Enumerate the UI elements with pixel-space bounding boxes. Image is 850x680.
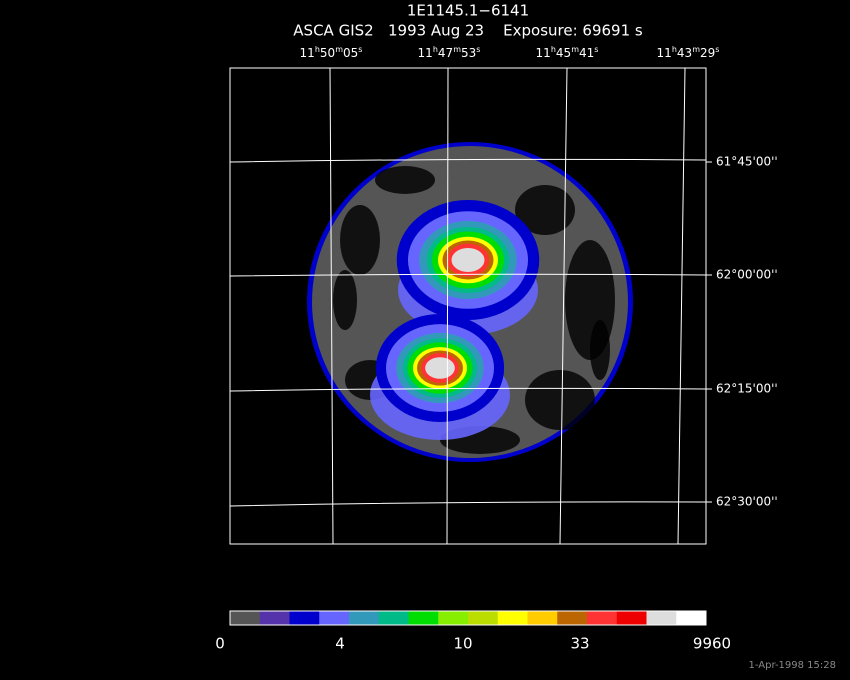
ra-part: h [315, 45, 320, 54]
dec-label: 61°45'00'' [716, 155, 778, 169]
colorbar-cell [527, 611, 558, 625]
colorbar-cell [319, 611, 350, 625]
footer: 1-Apr-1998 15:28 [749, 660, 836, 671]
ra-part: m [692, 45, 700, 54]
dec-label: 62°30'00'' [716, 495, 778, 509]
ra-part: 41 [579, 46, 594, 60]
colorbar-label: 9960 [693, 635, 731, 653]
colorbar-cell [289, 611, 320, 625]
ra-part: 47 [438, 46, 453, 60]
dark-patch [590, 320, 610, 380]
sky-image [307, 142, 633, 462]
colorbar-cell [557, 611, 588, 625]
ra-label: 11h45m41s [536, 45, 599, 60]
colorbar-cell [438, 611, 469, 625]
source-contour [425, 357, 455, 379]
colorbar-cell [497, 611, 528, 625]
colorbar-cell [378, 611, 409, 625]
ra-part: h [433, 45, 438, 54]
colorbar-cell [587, 611, 618, 625]
dark-patch [333, 270, 357, 330]
dark-patch [375, 166, 435, 194]
colorbar-frame [229, 610, 707, 626]
ra-part: s [594, 45, 598, 54]
colorbar-cell [408, 611, 439, 625]
ra-part: m [335, 45, 343, 54]
colorbar-label: 10 [453, 635, 472, 653]
colorbar-cell [616, 611, 647, 625]
title: 1E1145.1−6141 [407, 2, 529, 20]
ra-part: s [715, 45, 719, 54]
ra-part: 05 [343, 46, 358, 60]
colorbar-cell [259, 611, 290, 625]
colorbar-label: 4 [335, 635, 345, 653]
colorbar-label: 33 [570, 635, 589, 653]
ra-part: s [358, 45, 362, 54]
ra-part: 11 [536, 46, 551, 60]
ra-part: 50 [320, 46, 335, 60]
colorbar-cell [468, 611, 499, 625]
ra-part: s [476, 45, 480, 54]
source-contour [451, 248, 485, 272]
ra-label: 11h47m53s [418, 45, 481, 60]
ra-part: 53 [461, 46, 476, 60]
dec-label: 62°00'00'' [716, 268, 778, 282]
dark-patch [515, 185, 575, 235]
dark-patch [340, 205, 380, 275]
ra-label: 11h50m05s [300, 45, 363, 60]
colorbar-cell [349, 611, 380, 625]
colorbar-cell [676, 611, 707, 625]
colorbar-label: 0 [215, 635, 225, 653]
ra-part: 11 [418, 46, 433, 60]
ra-part: 11 [657, 46, 672, 60]
ra-part: 29 [700, 46, 715, 60]
ra-part: 45 [556, 46, 571, 60]
ra-part: 43 [677, 46, 692, 60]
ra-part: m [453, 45, 461, 54]
ra-part: h [672, 45, 677, 54]
dec-label: 62°15'00'' [716, 382, 778, 396]
ra-part: 11 [300, 46, 315, 60]
colorbar-cell [230, 611, 261, 625]
dark-patch [525, 370, 595, 430]
coordinate-grid [229, 67, 707, 545]
ra-part: m [571, 45, 579, 54]
subtitle: ASCA GIS2 1993 Aug 23 Exposure: 69691 s [293, 22, 643, 40]
plot-frame [229, 67, 707, 545]
colorbar-cell [646, 611, 677, 625]
ra-part: h [551, 45, 556, 54]
ra-label: 11h43m29s [657, 45, 720, 60]
